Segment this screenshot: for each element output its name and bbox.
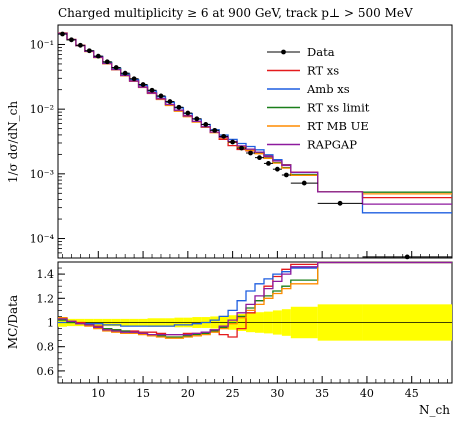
data-point [69, 37, 74, 43]
data-point [158, 93, 164, 99]
ratio-panel: 0.6 0.8 1 1.2 1.4 [37, 261, 453, 384]
data-point [301, 180, 307, 186]
data-point [230, 139, 236, 145]
data-point [248, 150, 253, 156]
data-point [149, 87, 155, 93]
main-y-ticks: 10⁻¹ 10⁻² 10⁻³ 10⁻⁴ [30, 24, 65, 259]
y-tick-label: 10⁻² [30, 103, 54, 116]
x-tick-label: 10 [91, 387, 105, 400]
data-uncertainty-band [58, 304, 452, 341]
ratio-tick-label: 1 [47, 317, 54, 330]
data-point [221, 133, 227, 139]
ratio-line-amb-xs [58, 261, 452, 327]
y-axis-label-ratio: MC/Data [6, 295, 20, 349]
series-line-rapgap [58, 32, 452, 205]
data-point [122, 70, 128, 76]
ratio-tick-label: 1.2 [37, 292, 55, 305]
x-tick-label: 20 [181, 387, 195, 400]
data-point [77, 42, 83, 48]
data-point [239, 145, 244, 151]
data-point [404, 254, 410, 260]
data-point [185, 110, 191, 116]
data-point [113, 65, 119, 70]
data-point [167, 99, 173, 104]
ratio-line-rapgap [58, 261, 452, 336]
data-point [95, 53, 101, 59]
ratio-tick-label: 0.6 [37, 365, 55, 378]
data-point [176, 104, 182, 110]
x-tick-label: 15 [136, 387, 150, 400]
data-point [212, 127, 218, 133]
x-tick-label: 40 [360, 387, 374, 400]
ratio-tick-label: 1.4 [37, 268, 55, 281]
x-axis-ticks: 10 15 20 25 30 35 40 45 [62, 251, 448, 400]
x-axis-label: N_ch [419, 403, 450, 417]
main-plot-frame [57, 24, 453, 259]
data-point [283, 172, 289, 178]
y-tick-label: 10⁻⁴ [30, 233, 55, 246]
data-point [140, 82, 146, 87]
legend-label: RT MB UE [307, 119, 369, 133]
data-point [203, 122, 209, 127]
data-points [58, 31, 452, 260]
data-point [337, 200, 343, 206]
legend-label: Amb xs [306, 82, 350, 96]
ratio-y-ticks: 0.6 0.8 1 1.2 1.4 [37, 261, 65, 384]
x-tick-label: 30 [270, 387, 284, 400]
legend-label: RAPGAP [307, 138, 357, 152]
y-axis-label-main: 1/σ dσ/dN_ch [6, 101, 20, 184]
legend-label: Data [307, 45, 335, 59]
data-point [104, 59, 110, 65]
y-tick-label: 10⁻³ [30, 168, 54, 181]
main-panel: 10⁻¹ 10⁻² 10⁻³ 10⁻⁴ Data RT xs Amb xs RT xs li… [30, 24, 453, 260]
data-point [257, 155, 262, 161]
legend-label: RT xs limit [307, 101, 370, 115]
legend: Data RT xs Amb xs RT xs limit RT MB UE RAPGAP [267, 45, 370, 152]
ratio-tick-label: 0.8 [37, 341, 55, 354]
legend-label: RT xs [307, 64, 339, 78]
legend-marker [281, 49, 286, 55]
x-tick-label: 35 [315, 387, 329, 400]
data-point [86, 48, 92, 54]
ratio-series [58, 261, 452, 339]
x-tick-label: 25 [226, 387, 240, 400]
x-tick-label: 45 [405, 387, 419, 400]
data-point [131, 76, 137, 82]
chart-title: Charged multiplicity ≥ 6 at 900 GeV, tra… [58, 6, 413, 20]
data-point [266, 161, 271, 166]
data-point [274, 166, 280, 172]
y-tick-label: 10⁻¹ [30, 38, 54, 51]
data-point [194, 116, 200, 122]
data-point [60, 31, 65, 37]
